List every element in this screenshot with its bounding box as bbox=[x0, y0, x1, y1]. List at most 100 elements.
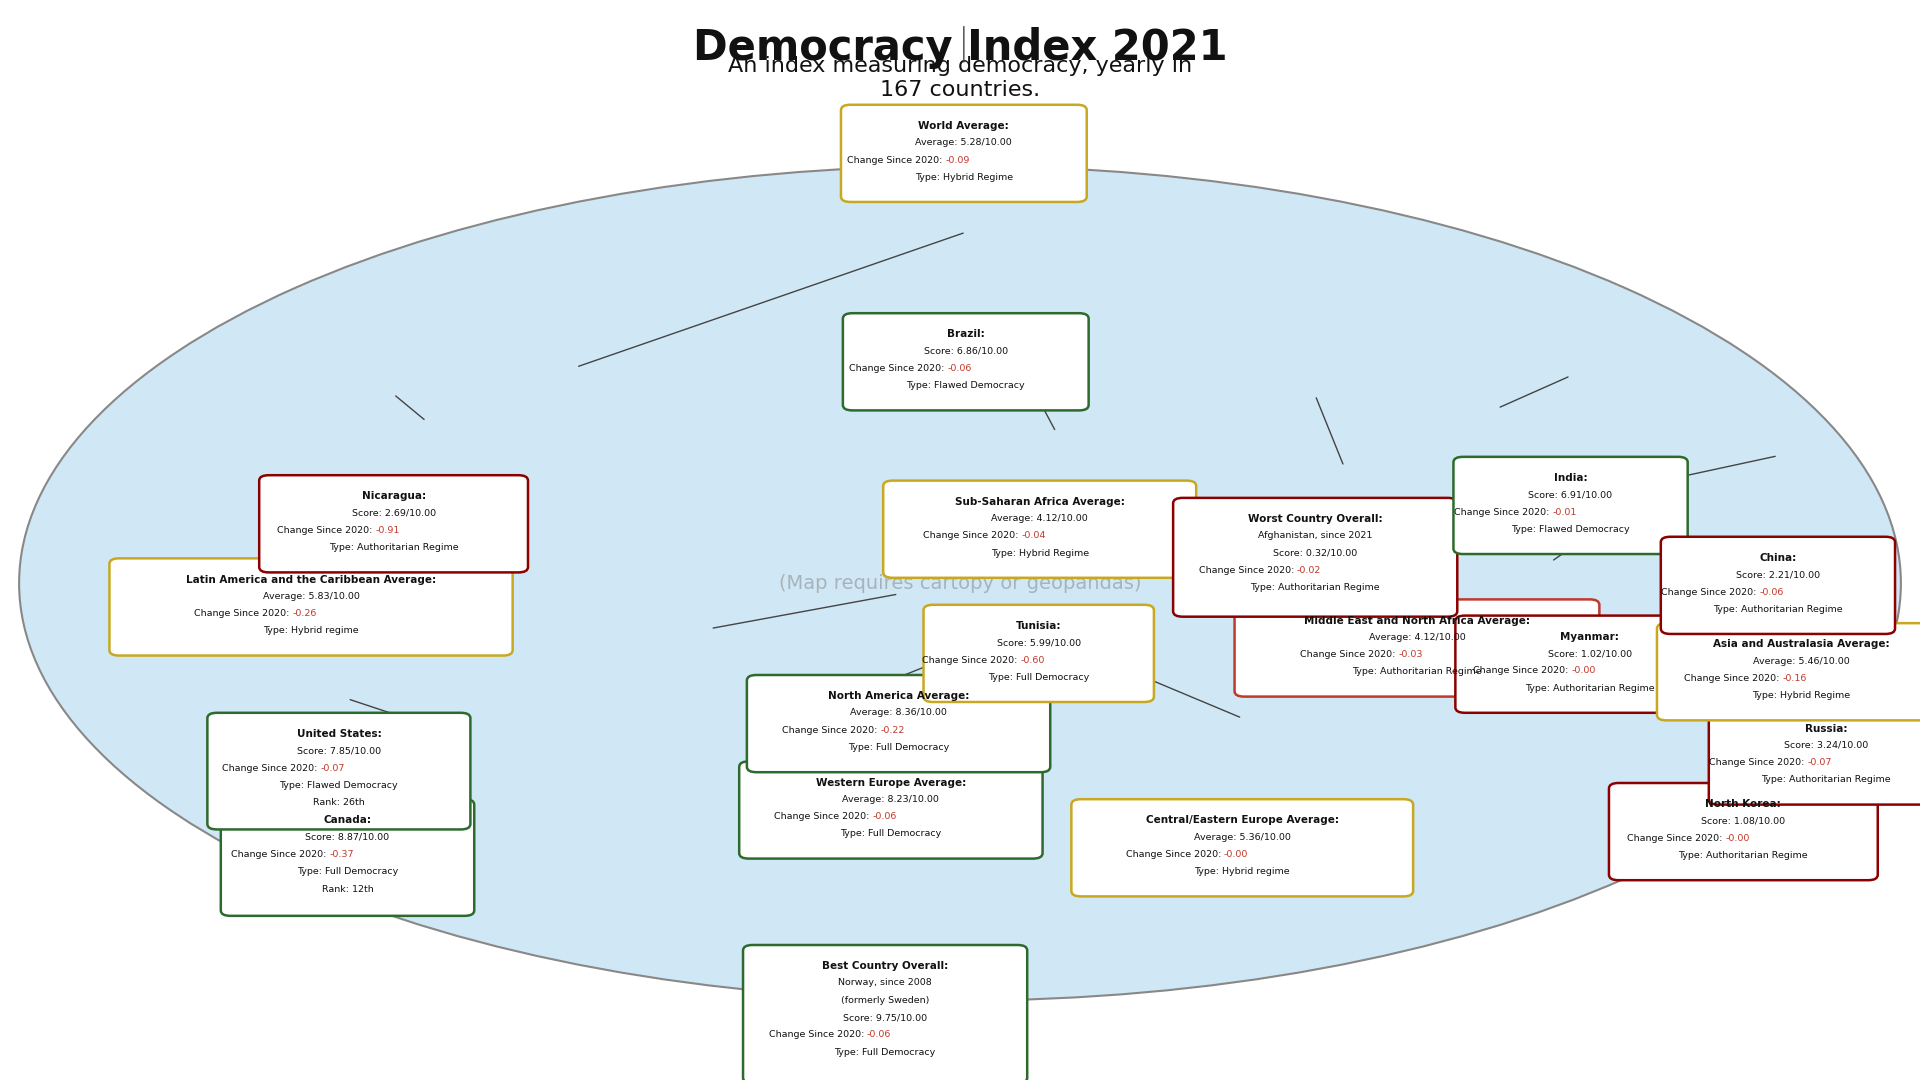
Text: Type: Full Democracy: Type: Full Democracy bbox=[835, 1048, 935, 1056]
Text: Change Since 2020:: Change Since 2020: bbox=[847, 156, 945, 164]
Text: Type: Flawed Democracy: Type: Flawed Democracy bbox=[280, 781, 397, 789]
Text: Central/Eastern Europe Average:: Central/Eastern Europe Average: bbox=[1146, 815, 1338, 825]
Text: India:: India: bbox=[1553, 473, 1588, 483]
Text: World Average:: World Average: bbox=[918, 121, 1010, 131]
Text: -0.22: -0.22 bbox=[879, 726, 904, 734]
Text: Change Since 2020:: Change Since 2020: bbox=[924, 531, 1021, 540]
Text: Brazil:: Brazil: bbox=[947, 329, 985, 339]
Text: Type: Hybrid Regime: Type: Hybrid Regime bbox=[991, 549, 1089, 557]
Text: -0.91: -0.91 bbox=[376, 526, 399, 535]
Text: Average: 5.83/10.00: Average: 5.83/10.00 bbox=[263, 592, 359, 600]
Text: -0.16: -0.16 bbox=[1782, 674, 1807, 683]
Text: Type: Hybrid Regime: Type: Hybrid Regime bbox=[914, 173, 1014, 181]
Text: Asia and Australasia Average:: Asia and Australasia Average: bbox=[1713, 639, 1889, 649]
Text: Nicaragua:: Nicaragua: bbox=[361, 491, 426, 501]
Text: Type: Hybrid Regime: Type: Hybrid Regime bbox=[1751, 691, 1851, 700]
Text: Change Since 2020:: Change Since 2020: bbox=[230, 850, 330, 859]
Text: Change Since 2020:: Change Since 2020: bbox=[1684, 674, 1782, 683]
Text: Score: 1.08/10.00: Score: 1.08/10.00 bbox=[1701, 816, 1786, 825]
Text: Change Since 2020:: Change Since 2020: bbox=[1709, 758, 1809, 767]
Text: -0.06: -0.06 bbox=[872, 812, 897, 821]
Text: Score: 0.32/10.00: Score: 0.32/10.00 bbox=[1273, 549, 1357, 557]
Text: Change Since 2020:: Change Since 2020: bbox=[922, 656, 1021, 664]
Text: -0.06: -0.06 bbox=[948, 364, 972, 373]
Text: -0.00: -0.00 bbox=[1572, 666, 1596, 675]
Text: Change Since 2020:: Change Since 2020: bbox=[781, 726, 879, 734]
Text: Score: 1.02/10.00: Score: 1.02/10.00 bbox=[1548, 649, 1632, 658]
Text: Norway, since 2008: Norway, since 2008 bbox=[839, 978, 931, 987]
Text: -0.04: -0.04 bbox=[1021, 531, 1046, 540]
Text: Average: 8.36/10.00: Average: 8.36/10.00 bbox=[851, 708, 947, 717]
Text: Average: 5.36/10.00: Average: 5.36/10.00 bbox=[1194, 833, 1290, 841]
Text: Type: Authoritarian Regime: Type: Authoritarian Regime bbox=[1678, 851, 1809, 860]
Text: Average: 8.23/10.00: Average: 8.23/10.00 bbox=[843, 795, 939, 804]
Text: -0.02: -0.02 bbox=[1298, 566, 1321, 575]
Text: Change Since 2020:: Change Since 2020: bbox=[1198, 566, 1298, 575]
Text: Type: Authoritarian Regime: Type: Authoritarian Regime bbox=[328, 543, 459, 552]
Text: -0.09: -0.09 bbox=[945, 156, 970, 164]
Text: Score: 7.85/10.00: Score: 7.85/10.00 bbox=[298, 746, 380, 755]
Text: Latin America and the Caribbean Average:: Latin America and the Caribbean Average: bbox=[186, 575, 436, 584]
Text: North Korea:: North Korea: bbox=[1705, 799, 1782, 809]
Text: North America Average:: North America Average: bbox=[828, 691, 970, 701]
Text: (formerly Sweden): (formerly Sweden) bbox=[841, 996, 929, 1004]
Text: Type: Authoritarian Regime: Type: Authoritarian Regime bbox=[1352, 667, 1482, 676]
Text: Score: 9.75/10.00: Score: 9.75/10.00 bbox=[843, 1013, 927, 1022]
Text: -0.07: -0.07 bbox=[1809, 758, 1832, 767]
Text: United States:: United States: bbox=[296, 729, 382, 739]
Text: Rank: 12th: Rank: 12th bbox=[323, 885, 372, 893]
Text: Change Since 2020:: Change Since 2020: bbox=[223, 764, 321, 772]
Text: Type: Authoritarian Regime: Type: Authoritarian Regime bbox=[1524, 684, 1655, 692]
Text: Rank: 26th: Rank: 26th bbox=[313, 798, 365, 807]
Text: Change Since 2020:: Change Since 2020: bbox=[849, 364, 948, 373]
Text: Type: Flawed Democracy: Type: Flawed Democracy bbox=[906, 381, 1025, 390]
Text: Worst Country Overall:: Worst Country Overall: bbox=[1248, 514, 1382, 524]
Text: -0.01: -0.01 bbox=[1553, 508, 1576, 516]
Text: -0.60: -0.60 bbox=[1021, 656, 1044, 664]
Text: -0.07: -0.07 bbox=[321, 764, 346, 772]
Text: -0.37: -0.37 bbox=[330, 850, 353, 859]
Ellipse shape bbox=[19, 166, 1901, 1000]
Text: -0.26: -0.26 bbox=[292, 609, 317, 618]
Text: Type: Full Democracy: Type: Full Democracy bbox=[989, 673, 1089, 681]
Text: Change Since 2020:: Change Since 2020: bbox=[1453, 508, 1553, 516]
Text: Change Since 2020:: Change Since 2020: bbox=[1626, 834, 1724, 842]
Text: Average: 4.12/10.00: Average: 4.12/10.00 bbox=[1369, 633, 1465, 642]
Text: Tunisia:: Tunisia: bbox=[1016, 621, 1062, 631]
Text: Democracy Index 2021: Democracy Index 2021 bbox=[693, 27, 1227, 69]
Text: Type: Full Democracy: Type: Full Democracy bbox=[849, 743, 948, 752]
Text: Type: Authoritarian Regime: Type: Authoritarian Regime bbox=[1761, 775, 1891, 784]
Text: Western Europe Average:: Western Europe Average: bbox=[816, 778, 966, 787]
Text: Russia:: Russia: bbox=[1805, 724, 1847, 733]
Text: (Map requires cartopy or geopandas): (Map requires cartopy or geopandas) bbox=[780, 573, 1140, 593]
Text: Score: 3.24/10.00: Score: 3.24/10.00 bbox=[1784, 741, 1868, 750]
Text: Type: Hybrid regime: Type: Hybrid regime bbox=[263, 626, 359, 635]
Text: 167 countries.: 167 countries. bbox=[879, 80, 1041, 100]
Text: Score: 8.87/10.00: Score: 8.87/10.00 bbox=[305, 833, 390, 841]
Text: Change Since 2020:: Change Since 2020: bbox=[768, 1030, 868, 1039]
Text: Type: Full Democracy: Type: Full Democracy bbox=[841, 829, 941, 838]
Text: Sub-Saharan Africa Average:: Sub-Saharan Africa Average: bbox=[954, 497, 1125, 507]
Text: -0.06: -0.06 bbox=[1761, 588, 1784, 596]
Text: Afghanistan, since 2021: Afghanistan, since 2021 bbox=[1258, 531, 1373, 540]
Text: Score: 2.69/10.00: Score: 2.69/10.00 bbox=[351, 509, 436, 517]
Text: Canada:: Canada: bbox=[323, 815, 371, 825]
Text: An index measuring democracy, yearly in: An index measuring democracy, yearly in bbox=[728, 56, 1192, 77]
Text: Change Since 2020:: Change Since 2020: bbox=[1300, 650, 1398, 659]
Text: Score: 2.21/10.00: Score: 2.21/10.00 bbox=[1736, 570, 1820, 579]
Text: Average: 4.12/10.00: Average: 4.12/10.00 bbox=[991, 514, 1089, 523]
Text: Change Since 2020:: Change Since 2020: bbox=[774, 812, 872, 821]
Text: China:: China: bbox=[1759, 553, 1797, 563]
Text: Change Since 2020:: Change Since 2020: bbox=[1125, 850, 1225, 859]
Text: -0.00: -0.00 bbox=[1724, 834, 1749, 842]
Text: -0.00: -0.00 bbox=[1225, 850, 1248, 859]
Text: Score: 6.91/10.00: Score: 6.91/10.00 bbox=[1528, 490, 1613, 499]
Text: Change Since 2020:: Change Since 2020: bbox=[1473, 666, 1572, 675]
Text: Average: 5.28/10.00: Average: 5.28/10.00 bbox=[916, 138, 1012, 147]
Text: Change Since 2020:: Change Since 2020: bbox=[276, 526, 376, 535]
Text: Type: Flawed Democracy: Type: Flawed Democracy bbox=[1511, 525, 1630, 534]
Text: Type: Full Democracy: Type: Full Democracy bbox=[298, 867, 397, 876]
Text: -0.03: -0.03 bbox=[1398, 650, 1423, 659]
Text: -0.06: -0.06 bbox=[868, 1030, 891, 1039]
Text: Type: Authoritarian Regime: Type: Authoritarian Regime bbox=[1713, 605, 1843, 613]
